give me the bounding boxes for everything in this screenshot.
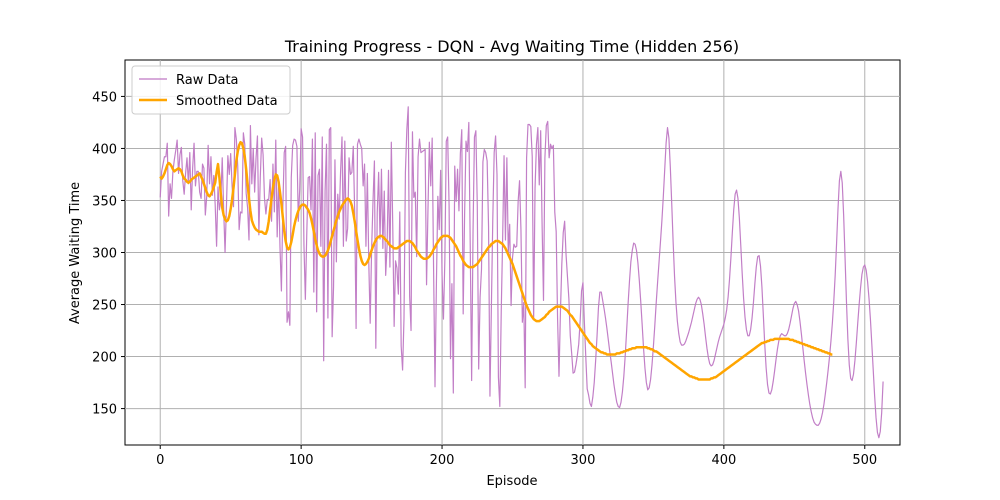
raw-data-line bbox=[159, 106, 884, 439]
legend-label-smoothed: Smoothed Data bbox=[176, 94, 278, 109]
y-tick-label: 400 bbox=[92, 142, 117, 157]
y-tick-label: 250 bbox=[92, 299, 117, 314]
y-tick-label: 450 bbox=[92, 90, 117, 105]
axes: 0 100 200 300 400 500 150 200 250 300 350 400 450 bbox=[92, 90, 877, 468]
x-tick-label: 200 bbox=[430, 453, 455, 468]
series-layer bbox=[159, 106, 884, 439]
x-tick-label: 400 bbox=[711, 453, 736, 468]
y-axis-label: Average Waiting Time bbox=[68, 182, 83, 324]
x-tick-label: 0 bbox=[156, 453, 164, 468]
legend: Raw Data Smoothed Data bbox=[131, 65, 291, 115]
chart-title: Training Progress - DQN - Avg Waiting Ti… bbox=[284, 37, 739, 56]
y-tick-label: 300 bbox=[92, 247, 117, 262]
legend-label-raw: Raw Data bbox=[176, 73, 239, 88]
legend-box bbox=[131, 65, 291, 115]
x-tick-label: 500 bbox=[852, 453, 877, 468]
x-tick-label: 300 bbox=[571, 453, 596, 468]
x-tick-label: 100 bbox=[289, 453, 314, 468]
x-axis-label: Episode bbox=[486, 474, 537, 489]
smoothed-data-line bbox=[159, 140, 833, 381]
y-tick-label: 150 bbox=[92, 403, 117, 418]
y-tick-label: 350 bbox=[92, 194, 117, 209]
y-tick-label: 200 bbox=[92, 351, 117, 366]
